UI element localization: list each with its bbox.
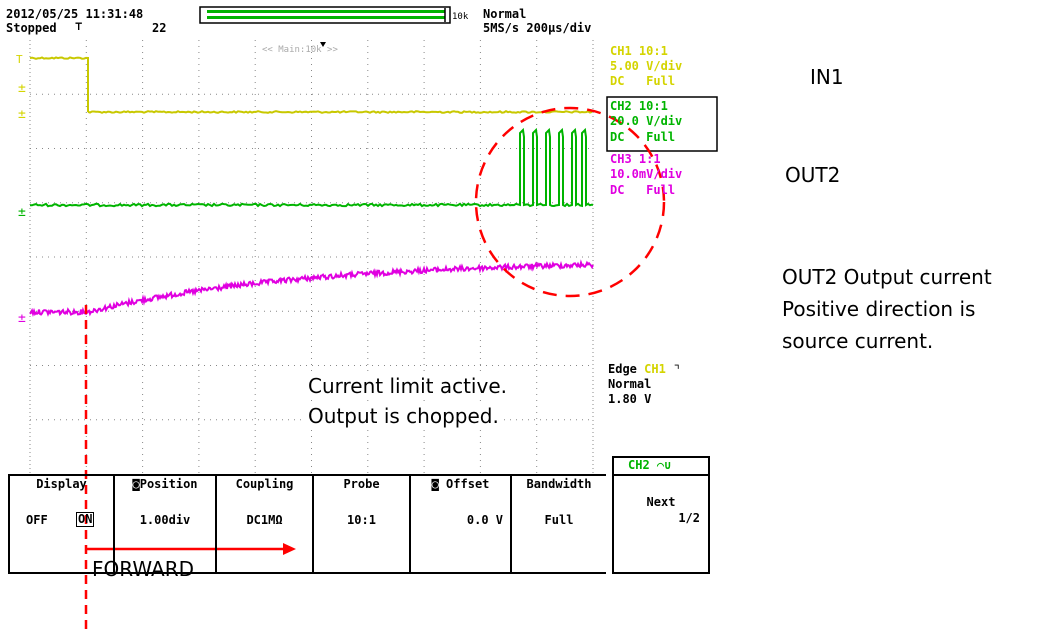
record-length: 10k: [452, 12, 469, 22]
acquisition-status: Stopped: [6, 21, 57, 35]
ch3-id: CH3: [610, 152, 632, 166]
forward-arrow: [86, 543, 296, 555]
zoom-label: << Main:10k >>: [262, 45, 338, 55]
ch2-probe: 10:1: [638, 99, 668, 113]
softkey-frame: [8, 474, 606, 574]
next-softkey[interactable]: Next 1/2: [614, 474, 708, 572]
ch1-id: CH1: [610, 44, 632, 58]
trigger-mode-secondary: Normal: [608, 377, 652, 391]
trigger-level: 1.80 V: [608, 392, 652, 406]
ch1-coupling: DC: [610, 74, 625, 88]
offset-softkey[interactable]: ◙ Offset 0.0 V: [411, 476, 510, 572]
jog-knob-icon: ◙: [431, 477, 439, 491]
coupling-softkey[interactable]: Coupling DC1MΩ: [217, 476, 312, 572]
stopped-icon: ⊤: [75, 19, 83, 33]
next-page: 1/2: [678, 511, 700, 525]
label-limit-line2: Output is chopped.: [306, 402, 501, 430]
channel-tab: CH2 ⌒∪: [628, 459, 671, 472]
display-off-option: OFF: [26, 513, 48, 527]
probe-softkey[interactable]: Probe 10:1: [314, 476, 409, 572]
trigger-type: Edge: [608, 362, 637, 376]
ch1-ground-marker: T ± ±: [16, 53, 26, 122]
offset-value: 0.0 V: [466, 513, 503, 527]
display-label: Display: [36, 477, 87, 491]
ch2-bandwidth: Full: [646, 130, 676, 144]
label-limit-line1: Current limit active.: [306, 372, 509, 400]
trigger-mode: Normal: [483, 7, 527, 21]
display-on-option: ON: [76, 512, 95, 527]
jog-knob-icon: ◙: [132, 477, 140, 491]
ch3-scale: 10.0mV/div: [610, 167, 683, 181]
ch3-bandwidth: Full: [646, 183, 676, 197]
svg-text:T: T: [16, 53, 23, 66]
ch2-coupling: DC: [610, 130, 625, 144]
softkey-separator: [215, 476, 217, 574]
ch2-info-box: [606, 96, 718, 152]
annotation-circle: [474, 106, 666, 298]
channel-tab-label: CH2: [628, 458, 650, 472]
next-label: Next: [646, 495, 676, 509]
trigger-position-marker: [320, 42, 326, 47]
softkey-separator: [510, 476, 512, 574]
acquisition-count: 22: [152, 21, 167, 35]
ch2-scale: 20.0 V/div: [610, 114, 683, 128]
label-current-line3: source current.: [782, 329, 934, 353]
trigger-source: CH1: [644, 362, 666, 376]
probe-value: 10:1: [347, 513, 376, 527]
bandwidth-label: Bandwidth: [526, 477, 592, 491]
trigger-slope-icon: ⌝: [673, 362, 681, 376]
label-out2: OUT2: [785, 163, 841, 187]
svg-text:±: ±: [18, 107, 26, 122]
ch1-bandwidth: Full: [646, 74, 676, 88]
datetime: 2012/05/25 11:31:48: [6, 7, 144, 21]
ch2-id: CH2: [610, 99, 632, 113]
ch1-probe: 10:1: [638, 44, 668, 58]
label-current-line2: Positive direction is: [782, 297, 976, 321]
bandwidth-value: Full: [544, 513, 574, 527]
offset-label: Offset: [446, 477, 490, 491]
softkey-separator: [113, 476, 115, 574]
bandwidth-softkey[interactable]: Bandwidth Full: [512, 476, 606, 572]
coupling-label: Coupling: [235, 477, 294, 491]
ch3-probe: 1:1: [638, 152, 661, 166]
svg-text:±: ±: [18, 311, 26, 326]
position-softkey[interactable]: ◙Position 1.00div: [115, 476, 215, 572]
label-forward: FORWARD: [92, 557, 194, 581]
position-label: Position: [139, 477, 198, 491]
ch3-ground-marker: ±: [18, 311, 26, 326]
channel-waveform-icon: ⌒∪: [656, 458, 672, 472]
display-softkey[interactable]: Display OFF ON: [10, 476, 113, 572]
svg-text:±: ±: [18, 81, 26, 96]
ch3-coupling: DC: [610, 183, 625, 197]
record-length-bar: [199, 6, 451, 24]
softkey-separator: [409, 476, 411, 574]
coupling-value: DC1MΩ: [246, 513, 283, 527]
position-value: 1.00div: [139, 513, 191, 527]
label-current-line1: OUT2 Output current: [782, 265, 992, 289]
next-softkey-frame: [612, 456, 710, 574]
sample-rate: 5MS/s 200µs/div: [483, 21, 592, 35]
ch1-scale: 5.00 V/div: [610, 59, 683, 73]
ch2-ground-marker: ±: [18, 205, 26, 220]
ch2-trace: [30, 127, 594, 208]
ch3-trace: [29, 259, 594, 318]
label-in1: IN1: [810, 65, 844, 89]
ch1-trace: [29, 56, 593, 114]
softkey-separator: [312, 476, 314, 574]
svg-text:±: ±: [18, 205, 26, 220]
probe-label: Probe: [343, 477, 380, 491]
